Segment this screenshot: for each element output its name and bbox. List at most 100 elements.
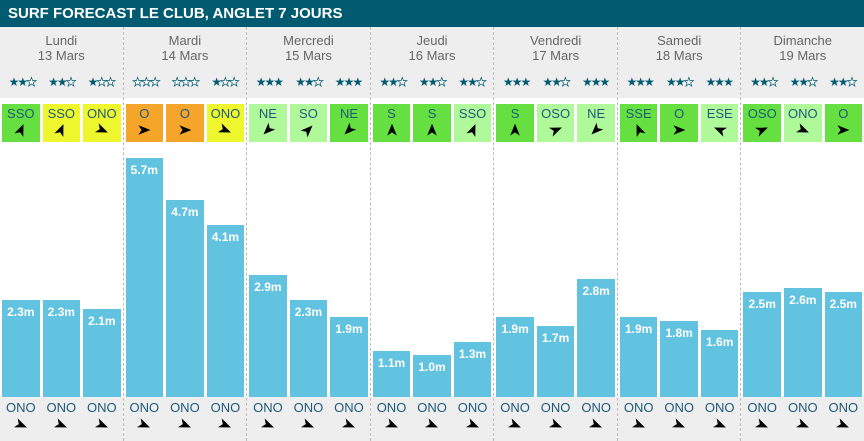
wave-height-label: 4.1m (211, 229, 240, 244)
wind-row: OSO ONO O (741, 104, 864, 142)
day-header: Mardi 14 Mars ★★★ ★★★ ★★★ (123, 27, 247, 98)
swell-direction-label: ONO (129, 400, 160, 415)
wind-box: NE (249, 104, 287, 142)
wave-height-bar: 2.6m (784, 287, 822, 397)
swell-direction: ONO (743, 397, 781, 441)
swell-direction: ONO (784, 397, 822, 441)
wave-height-bar: 1.1m (372, 350, 411, 397)
wave-height-label: 1.9m (335, 322, 363, 337)
wave-chart: 5.7m 4.7m 4.1m (124, 142, 247, 397)
wave-height-bar: 2.1m (83, 308, 121, 397)
rating-stars: ★★★ (626, 75, 655, 89)
wind-direction: O (139, 106, 150, 121)
direction-arrow-icon (54, 124, 64, 138)
direction-arrow-icon (837, 125, 850, 135)
direction-arrow-icon (755, 418, 769, 428)
wind-box: ONO (784, 104, 822, 142)
day-header: Dimanche 19 Mars ★★★ ★★★ ★★★ (741, 27, 864, 98)
swell-direction: ONO (249, 397, 287, 441)
direction-arrow-icon (465, 124, 476, 138)
wind-row: NE SO NE (247, 104, 370, 142)
rating-stars: ★★★ (418, 75, 448, 90)
direction-arrow-icon (836, 418, 850, 428)
wave-height-bar: 1.6m (700, 329, 739, 397)
wind-row: S S SSO (371, 104, 494, 142)
wind-row: SSE O ESE (618, 104, 741, 142)
wave-height-label: 2.8m (582, 284, 610, 299)
wind-box: O (824, 104, 863, 142)
wind-direction: ONO (787, 106, 818, 121)
direction-arrow-icon (384, 418, 398, 428)
day-date: 16 Mars (408, 48, 456, 63)
swell-direction-label: ONO (5, 400, 36, 415)
day-date: 15 Mars (284, 48, 332, 63)
wave-height-label: 4.7m (171, 204, 199, 219)
wind-box: ONO (206, 104, 245, 142)
day-column: Jeudi 16 Mars ★★★ ★★★ ★★★ S S SSO 1.1m 1.0m 1.3m… (369, 27, 494, 441)
swell-direction: ONO (330, 397, 368, 441)
rating-stars: ★★★ (132, 75, 161, 90)
wave-height-label: 1.9m (501, 322, 529, 337)
wind-direction: ONO (87, 106, 117, 121)
direction-arrow-icon (548, 127, 562, 137)
swell-direction-label: ONO (457, 400, 488, 415)
day-date: 19 Mars (779, 48, 827, 63)
swell-direction-label: ONO (417, 400, 447, 415)
wave-chart: 1.1m 1.0m 1.3m (371, 142, 494, 397)
day-column: Lundi 13 Mars ★★★ ★★★ ★★★ SSO SSO ONO 2.3m 2.3m… (0, 27, 123, 441)
wave-height-bar: 1.7m (536, 325, 575, 397)
direction-arrow-icon (344, 122, 357, 135)
wave-height-label: 1.0m (418, 360, 446, 374)
wave-height-label: 2.1m (88, 313, 116, 328)
swell-direction-label: ONO (623, 400, 654, 415)
swell-direction-label: ONO (581, 400, 611, 415)
direction-arrow-icon (138, 125, 151, 135)
wind-box: SO (289, 104, 328, 142)
direction-arrow-icon (263, 122, 276, 135)
day-name: Dimanche (773, 33, 833, 48)
day-name: Mercredi (283, 33, 334, 48)
wave-height-label: 2.3m (7, 305, 35, 320)
wave-height-bar: 2.3m (289, 300, 328, 397)
direction-arrow-icon (636, 124, 646, 138)
direction-arrow-icon (301, 125, 313, 138)
wind-box: OSO (536, 104, 575, 142)
day-header: Jeudi 16 Mars ★★★ ★★★ ★★★ (370, 27, 494, 98)
wind-direction: O (674, 106, 685, 121)
wind-direction: OSO (747, 106, 777, 121)
direction-arrow-icon (712, 418, 726, 428)
wave-height-bar: 5.7m (125, 157, 164, 397)
swell-direction-label: ONO (87, 400, 117, 415)
wave-chart: 2.5m 2.6m 2.5m (741, 142, 864, 397)
wind-direction: SSE (625, 106, 652, 121)
rating-stars: ★★★ (502, 75, 531, 89)
wave-chart: 2.3m 2.3m 2.1m (0, 142, 123, 397)
wave-height-bar: 2.5m (824, 292, 863, 397)
wave-height-label: 1.8m (665, 326, 693, 341)
day-header: Mercredi 15 Mars ★★★ ★★★ ★★★ (247, 27, 370, 98)
swell-row: ONO ONO ONO (741, 397, 864, 441)
direction-arrow-icon (94, 418, 108, 428)
wind-box: O (125, 104, 164, 142)
direction-arrow-icon (179, 125, 192, 135)
swell-direction: ONO (126, 397, 164, 441)
swell-direction-label: ONO (376, 400, 407, 415)
wind-box: O (166, 104, 204, 142)
rating-stars: ★★★ (750, 75, 779, 90)
rating-stars: ★★★ (334, 75, 363, 89)
direction-arrow-icon (591, 122, 604, 135)
direction-arrow-icon (137, 418, 151, 428)
swell-direction-label: ONO (46, 400, 77, 415)
direction-arrow-icon (54, 418, 68, 428)
swell-direction: ONO (166, 397, 204, 441)
swell-direction-label: ONO (293, 400, 324, 415)
wind-direction: S (510, 106, 520, 121)
direction-arrow-icon (94, 123, 108, 133)
day-column: Mardi 14 Mars ★★★ ★★★ ★★★ O O ONO 5.7m 4.7m 4.1m… (122, 27, 247, 441)
wind-box: S (372, 104, 411, 142)
wave-height-bar: 4.7m (166, 199, 204, 397)
direction-arrow-icon (260, 418, 274, 428)
wave-height-label: 5.7m (130, 162, 159, 177)
wind-box: S (413, 104, 451, 142)
swell-direction: ONO (83, 397, 121, 441)
